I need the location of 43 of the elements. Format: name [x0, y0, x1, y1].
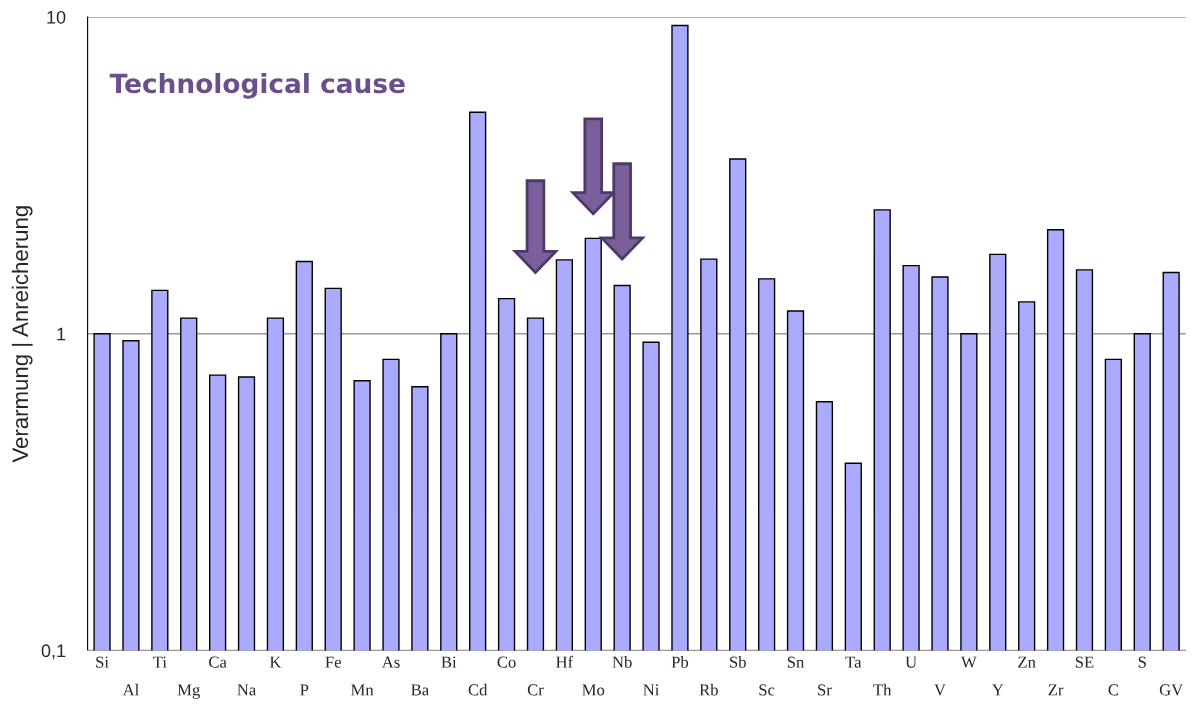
x-tick-label: Ba	[411, 684, 429, 696]
x-tick-label: Ti	[153, 656, 167, 668]
x-tick-label: Fe	[325, 656, 341, 668]
x-tick-label: V	[934, 684, 946, 696]
x-tick-label: U	[905, 656, 917, 668]
x-tick-label: Ta	[845, 656, 862, 668]
x-tick-label: Nb	[612, 656, 632, 668]
x-tick-label: Zn	[1018, 656, 1036, 668]
x-tick-label: Y	[991, 684, 1004, 696]
x-tick-label: C	[1108, 684, 1118, 696]
x-tick-label: Cr	[527, 684, 544, 696]
y-tick-label: 10	[47, 10, 66, 24]
x-tick-label: Mg	[177, 684, 200, 699]
x-tick-label: Ca	[209, 656, 227, 668]
x-tick-label: Th	[873, 683, 892, 696]
x-tick-label: SE	[1075, 656, 1094, 668]
x-tick-label: Co	[497, 656, 516, 668]
y-axis-title: Verarmung | Anreicherung	[11, 206, 33, 463]
x-tick-label: S	[1138, 656, 1146, 668]
x-tick-label: Bi	[441, 656, 457, 668]
x-tick-label: Mo	[582, 684, 605, 696]
x-tick-label: K	[269, 656, 282, 668]
x-tick-label: As	[381, 656, 400, 668]
x-tick-label: Zr	[1048, 684, 1064, 696]
x-tick-label: Sn	[787, 656, 805, 668]
x-tick-label: Na	[237, 684, 257, 696]
x-tick-label: Cd	[468, 683, 488, 696]
x-tick-label: Rb	[699, 683, 718, 696]
x-tick-label: Hf	[556, 655, 574, 668]
x-tick-label: Sr	[818, 684, 832, 696]
x-tick-label: Al	[122, 683, 139, 696]
y-tick-label: 1	[57, 327, 66, 341]
x-tick-label: GV	[1159, 684, 1183, 696]
x-tick-label: W	[961, 656, 977, 668]
x-tick-label: Sc	[759, 684, 775, 696]
x-tick-label: Si	[96, 656, 109, 668]
x-tick-label: Pb	[671, 656, 689, 668]
x-tick-label: P	[300, 684, 309, 696]
x-tick-label: Ni	[643, 684, 660, 696]
annotation: Technological cause	[109, 72, 405, 99]
y-tick-label: 0,1	[41, 644, 66, 660]
x-tick-label: Sb	[730, 656, 746, 668]
x-tick-label: Mn	[351, 684, 374, 696]
